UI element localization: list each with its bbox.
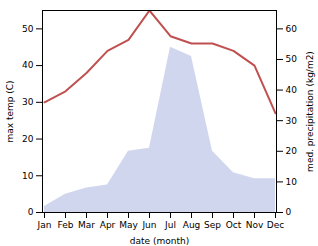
svg-text:0: 0 (28, 207, 34, 217)
svg-text:Jun: Jun (141, 220, 156, 230)
svg-text:50: 50 (22, 24, 34, 34)
svg-text:Aug: Aug (183, 220, 201, 230)
svg-text:med. precipitation (kg/m2): med. precipitation (kg/m2) (305, 51, 315, 172)
svg-text:Mar: Mar (78, 220, 95, 230)
svg-text:30: 30 (286, 116, 298, 126)
svg-text:10: 10 (22, 171, 34, 181)
svg-text:10: 10 (286, 177, 298, 187)
svg-text:Feb: Feb (58, 220, 74, 230)
svg-text:Jan: Jan (37, 220, 52, 230)
svg-text:0: 0 (286, 207, 292, 217)
svg-text:max temp (C): max temp (C) (5, 80, 15, 142)
svg-text:20: 20 (22, 134, 34, 144)
svg-text:Apr: Apr (100, 220, 116, 230)
svg-text:20: 20 (286, 146, 298, 156)
svg-text:50: 50 (286, 54, 298, 64)
svg-text:40: 40 (286, 85, 298, 95)
svg-text:40: 40 (22, 60, 34, 70)
svg-text:60: 60 (286, 24, 298, 34)
svg-text:Sep: Sep (204, 220, 221, 230)
svg-text:Jul: Jul (164, 220, 176, 230)
svg-text:Nov: Nov (246, 220, 264, 230)
svg-text:May: May (119, 220, 138, 230)
svg-text:30: 30 (22, 97, 34, 107)
svg-text:Dec: Dec (267, 220, 284, 230)
svg-text:date (month): date (month) (130, 236, 189, 246)
svg-text:Oct: Oct (226, 220, 242, 230)
